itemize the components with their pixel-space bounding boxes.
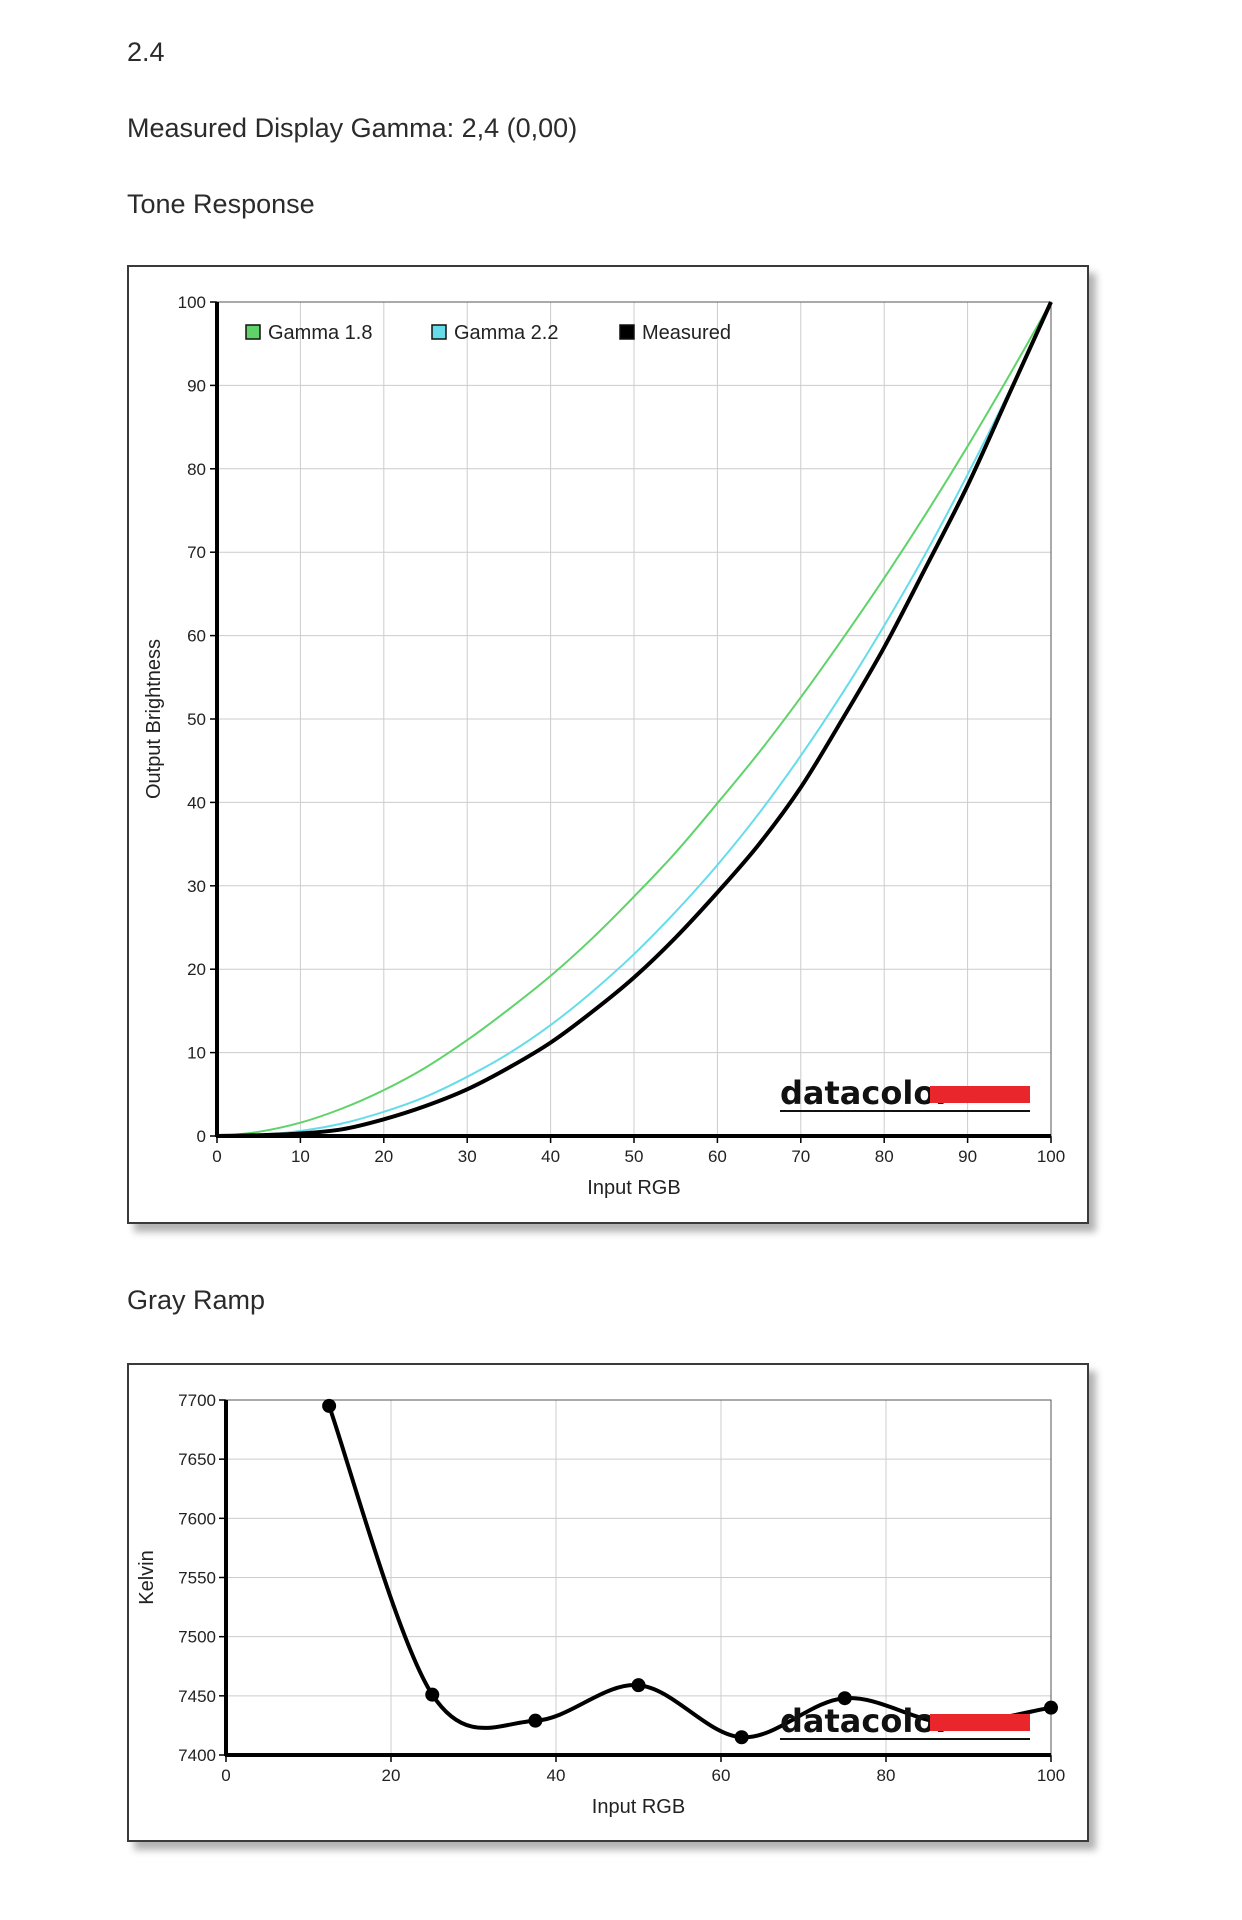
- x-tick-label: 60: [708, 1147, 727, 1166]
- y-tick-label: 100: [178, 293, 206, 312]
- y-axis-title: Output Brightness: [143, 639, 165, 799]
- y-tick-label: 7650: [178, 1450, 216, 1469]
- x-tick-label: 40: [541, 1147, 560, 1166]
- y-tick-label: 10: [187, 1044, 206, 1063]
- series-line: [327, 1405, 1052, 1740]
- gray-ramp-heading: Gray Ramp: [127, 1285, 266, 1315]
- data-point: [322, 1398, 337, 1413]
- y-axis-title: Kelvin: [136, 1550, 158, 1604]
- y-tick-label: 80: [187, 460, 206, 479]
- gamma-summary: Measured Display Gamma: 2,4 (0,00): [127, 113, 578, 143]
- datacolor-logo-text: datacolor: [780, 1702, 951, 1740]
- y-tick-label: 7600: [178, 1509, 216, 1528]
- y-tick-label: 50: [187, 710, 206, 729]
- tone-response-chart-panel: 0 10 20 30 40 50 60 70 80 90 100 0 10 20 30 40 50 60 70 80 9…: [127, 265, 1089, 1224]
- data-point: [425, 1687, 440, 1702]
- y-tick-label: 0: [197, 1127, 206, 1146]
- x-tick-label: 10: [291, 1147, 310, 1166]
- x-tick-label: 80: [875, 1147, 894, 1166]
- tone-response-heading: Tone Response: [127, 189, 315, 219]
- gray-ramp-chart-panel: 0 20 40 60 80 100 7400 7450 7500 7550 7600 7650 7700…: [127, 1363, 1089, 1842]
- legend-label: Gamma 2.2: [454, 322, 558, 344]
- x-tick-label: 100: [1037, 1766, 1065, 1785]
- datacolor-logo-bar: [930, 1086, 1030, 1103]
- data-point: [631, 1678, 646, 1693]
- data-point: [528, 1713, 543, 1728]
- page-title: 2.4: [127, 37, 165, 67]
- x-axis-title: Input RGB: [587, 1177, 680, 1199]
- y-tick-label: 70: [187, 543, 206, 562]
- legend-swatch: [619, 324, 635, 340]
- x-tick-label: 0: [212, 1147, 221, 1166]
- x-tick-label: 60: [712, 1766, 731, 1785]
- data-point: [734, 1730, 749, 1745]
- x-tick-label: 50: [625, 1147, 644, 1166]
- x-tick-label: 0: [221, 1766, 230, 1785]
- series-line: [216, 301, 1052, 1137]
- y-tick-label: 30: [187, 877, 206, 896]
- series-line: [216, 301, 1053, 1138]
- y-tick-label: 90: [187, 376, 206, 395]
- x-tick-label: 70: [791, 1147, 810, 1166]
- tone-response-chart: 0 10 20 30 40 50 60 70 80 90 100 0 10 20 30 40 50 60 70 80 9…: [143, 293, 1065, 1199]
- data-point: [1044, 1700, 1058, 1715]
- legend-label: Measured: [642, 322, 731, 344]
- x-tick-label: 80: [877, 1766, 896, 1785]
- x-tick-label: 40: [547, 1766, 566, 1785]
- datacolor-logo-text: datacolor: [780, 1074, 951, 1112]
- y-tick-label: 7400: [178, 1746, 216, 1765]
- datacolor-logo-bar: [930, 1714, 1030, 1731]
- legend-swatch: [245, 324, 261, 340]
- y-tick-label: 7550: [178, 1569, 216, 1588]
- y-tick-label: 7450: [178, 1687, 216, 1706]
- legend-swatch: [431, 324, 447, 340]
- data-point: [837, 1691, 852, 1706]
- series-line: [216, 301, 1052, 1137]
- x-tick-label: 30: [458, 1147, 477, 1166]
- x-tick-label: 20: [374, 1147, 393, 1166]
- gray-ramp-chart: 0 20 40 60 80 100 7400 7450 7500 7550 7600 7650 7700…: [136, 1391, 1065, 1818]
- y-tick-label: 60: [187, 627, 206, 646]
- y-tick-label: 40: [187, 793, 206, 812]
- x-tick-label: 90: [958, 1147, 977, 1166]
- y-tick-label: 7500: [178, 1628, 216, 1647]
- x-tick-label: 20: [382, 1766, 401, 1785]
- x-axis-title: Input RGB: [592, 1796, 685, 1818]
- legend-label: Gamma 1.8: [268, 322, 372, 344]
- x-tick-label: 100: [1037, 1147, 1065, 1166]
- y-tick-label: 7700: [178, 1391, 216, 1410]
- y-tick-label: 20: [187, 960, 206, 979]
